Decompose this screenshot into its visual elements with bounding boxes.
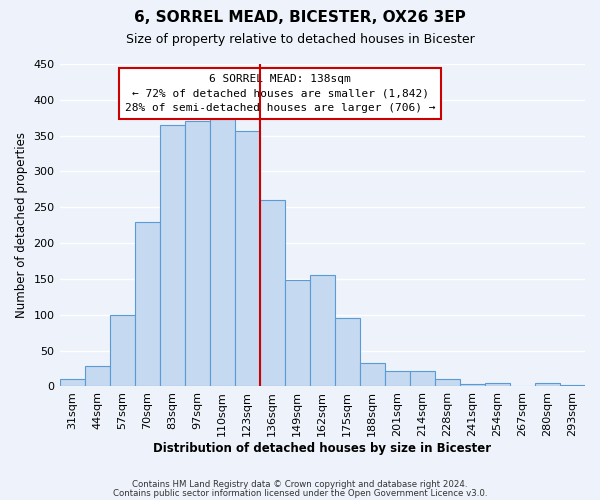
Text: Contains public sector information licensed under the Open Government Licence v3: Contains public sector information licen…	[113, 489, 487, 498]
Bar	[209, 119, 235, 386]
Bar	[410, 370, 435, 386]
Bar	[560, 385, 585, 386]
Bar	[385, 370, 410, 386]
Y-axis label: Number of detached properties: Number of detached properties	[15, 132, 28, 318]
X-axis label: Distribution of detached houses by size in Bicester: Distribution of detached houses by size …	[153, 442, 491, 455]
Bar	[160, 125, 185, 386]
Bar	[235, 130, 260, 386]
Bar	[360, 363, 385, 386]
Text: Contains HM Land Registry data © Crown copyright and database right 2024.: Contains HM Land Registry data © Crown c…	[132, 480, 468, 489]
Bar	[260, 200, 285, 386]
Bar	[310, 276, 335, 386]
Bar	[535, 383, 560, 386]
Bar	[59, 380, 85, 386]
Bar	[335, 318, 360, 386]
Bar	[285, 280, 310, 386]
Bar	[485, 383, 510, 386]
Text: 6 SORREL MEAD: 138sqm
← 72% of detached houses are smaller (1,842)
28% of semi-d: 6 SORREL MEAD: 138sqm ← 72% of detached …	[125, 74, 436, 114]
Bar	[185, 122, 209, 386]
Bar	[110, 315, 134, 386]
Text: Size of property relative to detached houses in Bicester: Size of property relative to detached ho…	[125, 32, 475, 46]
Bar	[435, 380, 460, 386]
Text: 6, SORREL MEAD, BICESTER, OX26 3EP: 6, SORREL MEAD, BICESTER, OX26 3EP	[134, 10, 466, 25]
Bar	[134, 222, 160, 386]
Bar	[460, 384, 485, 386]
Bar	[85, 366, 110, 386]
